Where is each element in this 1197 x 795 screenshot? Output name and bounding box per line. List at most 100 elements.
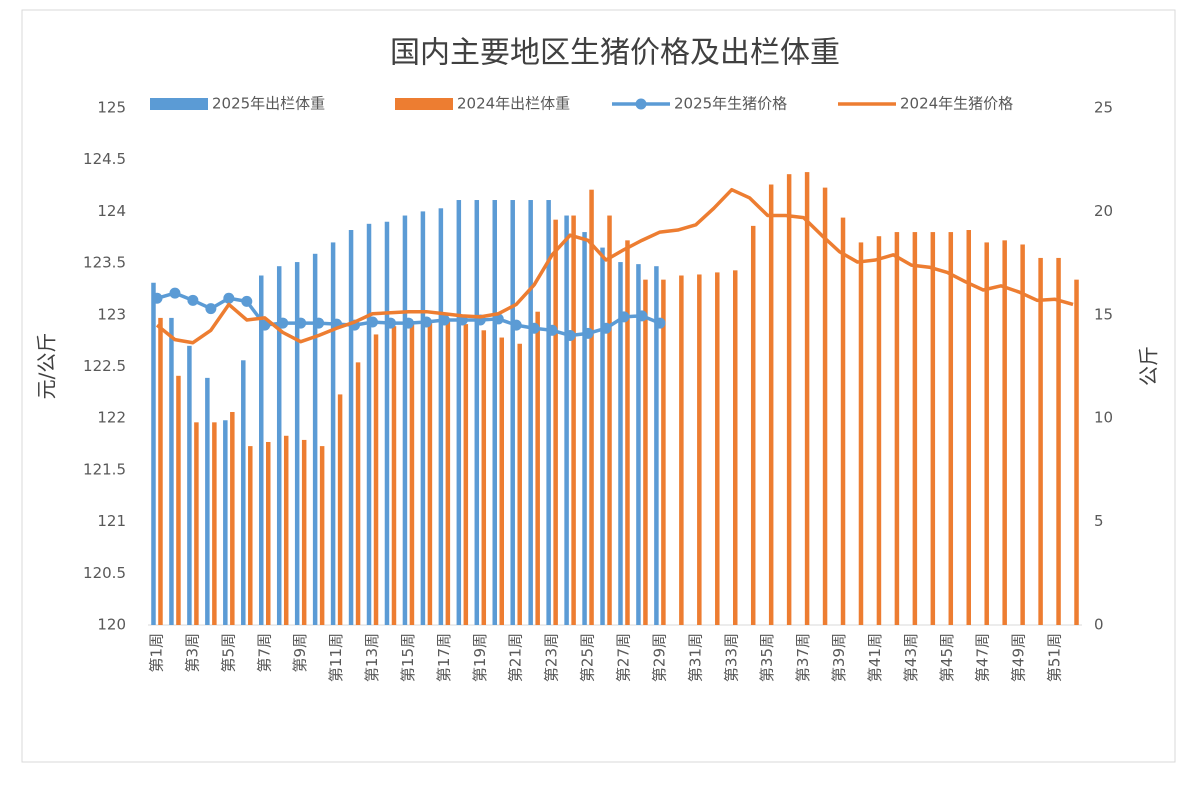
bar	[589, 189, 594, 625]
bar	[535, 311, 540, 625]
marker	[367, 316, 379, 328]
x-tick-label: 第31周	[686, 633, 704, 682]
legend-swatch	[150, 98, 208, 110]
marker	[618, 311, 630, 323]
x-tick-label: 第17周	[435, 633, 453, 682]
bar	[984, 242, 989, 626]
x-tick-label: 第7周	[255, 633, 273, 673]
x-tick-label: 第45周	[938, 633, 956, 682]
bar	[546, 200, 551, 625]
bar	[804, 172, 810, 625]
bar	[1056, 257, 1061, 625]
marker	[295, 317, 307, 329]
y2-tick-label: 20	[1094, 202, 1113, 220]
y-axis-label: 元/公斤	[35, 333, 59, 400]
bar	[319, 446, 325, 625]
x-tick-label: 第43周	[902, 633, 920, 682]
bar	[212, 422, 217, 625]
marker	[259, 319, 271, 331]
x-tick-label: 第33周	[722, 633, 740, 682]
bar	[966, 230, 971, 625]
bar	[205, 377, 210, 625]
x-tick-label: 第9周	[291, 633, 309, 673]
x-tick-label: 第37周	[794, 633, 812, 682]
y2-tick-label: 10	[1094, 409, 1113, 427]
bar	[463, 324, 469, 625]
marker	[564, 329, 576, 341]
bar	[517, 343, 522, 625]
legend-swatch	[395, 98, 453, 110]
bar	[858, 242, 864, 626]
y-tick-label: 120	[97, 616, 126, 634]
bar	[912, 232, 918, 625]
bar	[445, 319, 451, 625]
bar	[312, 253, 318, 625]
chart-frame	[21, 9, 1176, 763]
bar	[1002, 240, 1007, 626]
y-tick-label: 121.5	[83, 460, 126, 478]
marker	[600, 322, 612, 334]
x-tick-label: 第51周	[1046, 633, 1064, 682]
marker	[528, 322, 540, 334]
bar	[438, 208, 444, 625]
x-tick-label: 第1周	[147, 633, 165, 673]
bar	[301, 439, 307, 625]
x-tick-label: 第41周	[866, 633, 884, 682]
marker	[402, 317, 414, 329]
bar	[337, 394, 343, 625]
bar	[194, 422, 199, 625]
y2-tick-label: 15	[1094, 305, 1113, 323]
bar	[876, 236, 882, 625]
marker	[313, 317, 325, 329]
y-tick-label: 123	[97, 305, 126, 323]
bar	[948, 232, 954, 625]
bar	[230, 411, 235, 625]
y-tick-label: 124	[97, 202, 126, 220]
marker	[205, 303, 217, 315]
bar	[248, 446, 253, 625]
marker	[492, 313, 504, 325]
bar	[636, 264, 641, 625]
bar	[750, 225, 756, 625]
x-tick-label: 第39周	[830, 633, 848, 682]
marker	[223, 292, 235, 304]
marker	[654, 317, 666, 329]
x-tick-label: 第35周	[758, 633, 776, 682]
bar	[1020, 244, 1025, 625]
y2-tick-label: 0	[1094, 616, 1104, 634]
y-tick-label: 122	[97, 409, 126, 427]
bar	[420, 211, 426, 625]
bar	[499, 337, 504, 625]
x-tick-label: 第47周	[974, 633, 992, 682]
bar	[384, 221, 390, 626]
bar	[266, 441, 271, 625]
bar	[607, 215, 612, 625]
line	[155, 187, 1074, 345]
marker	[241, 295, 253, 307]
y-tick-label: 123.5	[83, 254, 126, 272]
bar	[510, 200, 515, 625]
bar	[625, 240, 630, 626]
bar	[822, 187, 828, 626]
bar	[283, 435, 289, 625]
marker	[151, 292, 163, 304]
bar	[409, 322, 415, 625]
marker	[169, 287, 181, 299]
x-tick-label: 第21周	[507, 633, 525, 682]
marker	[510, 319, 522, 331]
marker	[636, 310, 648, 322]
bar	[151, 282, 156, 625]
bar	[1038, 257, 1043, 625]
bar	[241, 360, 246, 625]
bar	[355, 362, 361, 625]
legend-label: 2024年生猪价格	[900, 95, 1013, 113]
bar	[330, 242, 336, 626]
x-tick-label: 第13周	[363, 633, 381, 682]
bar	[840, 217, 846, 625]
bar	[1074, 279, 1079, 625]
y-tick-label: 120.5	[83, 564, 126, 582]
x-tick-label: 第29周	[650, 633, 668, 682]
marker	[187, 294, 199, 306]
y-tick-label: 121	[97, 512, 126, 530]
